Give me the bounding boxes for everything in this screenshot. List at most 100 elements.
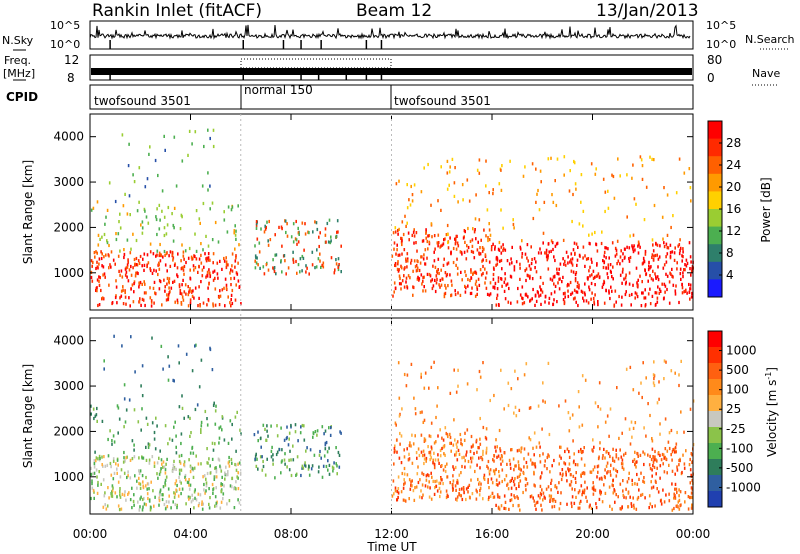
power-echo-cell — [427, 162, 429, 167]
power-echo-cell — [108, 181, 111, 185]
power-echo-cell — [407, 274, 410, 278]
velocity-echo-cell — [665, 457, 667, 461]
velocity-echo-cell — [231, 461, 233, 465]
velocity-echo-cell — [206, 461, 208, 465]
velocity-echo-cell — [487, 466, 489, 470]
velocity-echo-cell — [609, 470, 611, 474]
power-echo-cell — [574, 277, 577, 281]
power-echo-cell — [122, 288, 124, 292]
power-echo-cell — [535, 270, 538, 274]
velocity-echo-cell — [599, 441, 601, 445]
velocity-echo-cell — [476, 388, 478, 392]
power-echo-cell — [643, 218, 646, 222]
power-echo-cell — [502, 248, 504, 253]
power-echo-cell — [430, 222, 433, 226]
velocity-echo-cell — [188, 483, 190, 487]
power-echo-cell — [227, 263, 229, 267]
power-echo-cell — [180, 213, 183, 217]
power-echo-cell — [621, 295, 623, 299]
velocity-echo-cell — [652, 455, 654, 459]
velocity-echo-cell — [111, 439, 113, 443]
velocity-colorbar-tick-label: 1000 — [726, 344, 757, 358]
velocity-echo-cell — [677, 500, 680, 504]
power-echo-cell — [134, 262, 136, 266]
power-echo-cell — [656, 253, 658, 257]
velocity-echo-cell — [164, 424, 167, 428]
velocity-echo-cell — [196, 403, 199, 407]
velocity-echo-cell — [118, 508, 121, 512]
power-echo-cell — [542, 281, 544, 285]
velocity-echo-cell — [496, 493, 499, 497]
power-echo-cell — [235, 256, 237, 260]
velocity-echo-cell — [510, 486, 513, 490]
velocity-echo-cell — [220, 469, 223, 473]
velocity-echo-cell — [235, 487, 237, 491]
power-echo-cell — [511, 261, 513, 265]
velocity-echo-cell — [236, 410, 238, 414]
velocity-echo-cell — [553, 504, 556, 509]
power-echo-cell — [642, 261, 645, 265]
velocity-echo-cell — [175, 479, 178, 483]
velocity-echo-cell — [542, 399, 544, 403]
power-echo-cell — [258, 241, 261, 245]
velocity-echo-cell — [145, 458, 148, 462]
velocity-echo-cell — [524, 483, 527, 488]
velocity-echo-cell — [129, 498, 132, 502]
velocity-echo-cell — [542, 452, 544, 456]
power-echo-cell — [649, 155, 651, 159]
velocity-echo-cell — [558, 507, 561, 511]
velocity-echo-cell — [209, 496, 211, 500]
velocity-echo-cell — [141, 407, 143, 411]
power-echo-cell — [125, 270, 128, 274]
power-echo-cell — [642, 256, 645, 260]
power-echo-cell — [631, 292, 633, 297]
power-echo-cell — [549, 277, 552, 281]
power-echo-cell — [544, 300, 546, 304]
power-echo-cell — [119, 249, 121, 253]
velocity-echo-cell — [162, 493, 164, 497]
power-echo-cell — [165, 298, 168, 302]
velocity-echo-cell — [632, 503, 635, 507]
power-echo-cell — [588, 285, 590, 289]
power-echo-cell — [592, 276, 595, 280]
power-echo-cell — [209, 184, 211, 188]
velocity-echo-cell — [104, 503, 106, 507]
velocity-echo-cell — [168, 500, 170, 504]
velocity-echo-cell — [173, 425, 175, 429]
power-echo-cell — [443, 238, 445, 242]
power-echo-cell — [416, 249, 418, 253]
power-echo-cell — [489, 281, 492, 285]
velocity-echo-cell — [542, 491, 545, 495]
velocity-echo-cell — [174, 492, 176, 496]
velocity-echo-cell — [529, 458, 532, 462]
power-echo-cell — [656, 275, 659, 279]
velocity-echo-cell — [286, 425, 288, 429]
power-echo-cell — [641, 177, 644, 181]
power-echo-cell — [141, 297, 144, 301]
velocity-echo-cell — [431, 447, 433, 451]
velocity-echo-cell — [154, 495, 156, 499]
power-echo-cell — [150, 299, 153, 303]
power-echo-cell — [492, 272, 495, 277]
velocity-echo-cell — [300, 425, 302, 429]
power-echo-cell — [155, 215, 157, 219]
power-echo-cell — [597, 272, 600, 276]
velocity-echo-cell — [131, 486, 133, 490]
power-echo-cell — [657, 278, 660, 282]
power-echo-cell — [662, 266, 665, 270]
velocity-echo-cell — [611, 507, 613, 511]
velocity-echo-cell — [477, 446, 479, 450]
power-echo-cell — [121, 275, 124, 279]
velocity-echo-cell — [571, 504, 573, 509]
power-echo-cell — [397, 228, 399, 233]
power-echo-cell — [563, 262, 565, 266]
power-echo-cell — [679, 267, 682, 271]
power-echo-cell — [498, 182, 501, 186]
power-echo-cell — [394, 226, 397, 230]
velocity-echo-cell — [606, 471, 608, 475]
power-echo-cell — [553, 298, 555, 302]
power-echo-cell — [554, 244, 557, 248]
velocity-echo-cell — [231, 437, 233, 441]
